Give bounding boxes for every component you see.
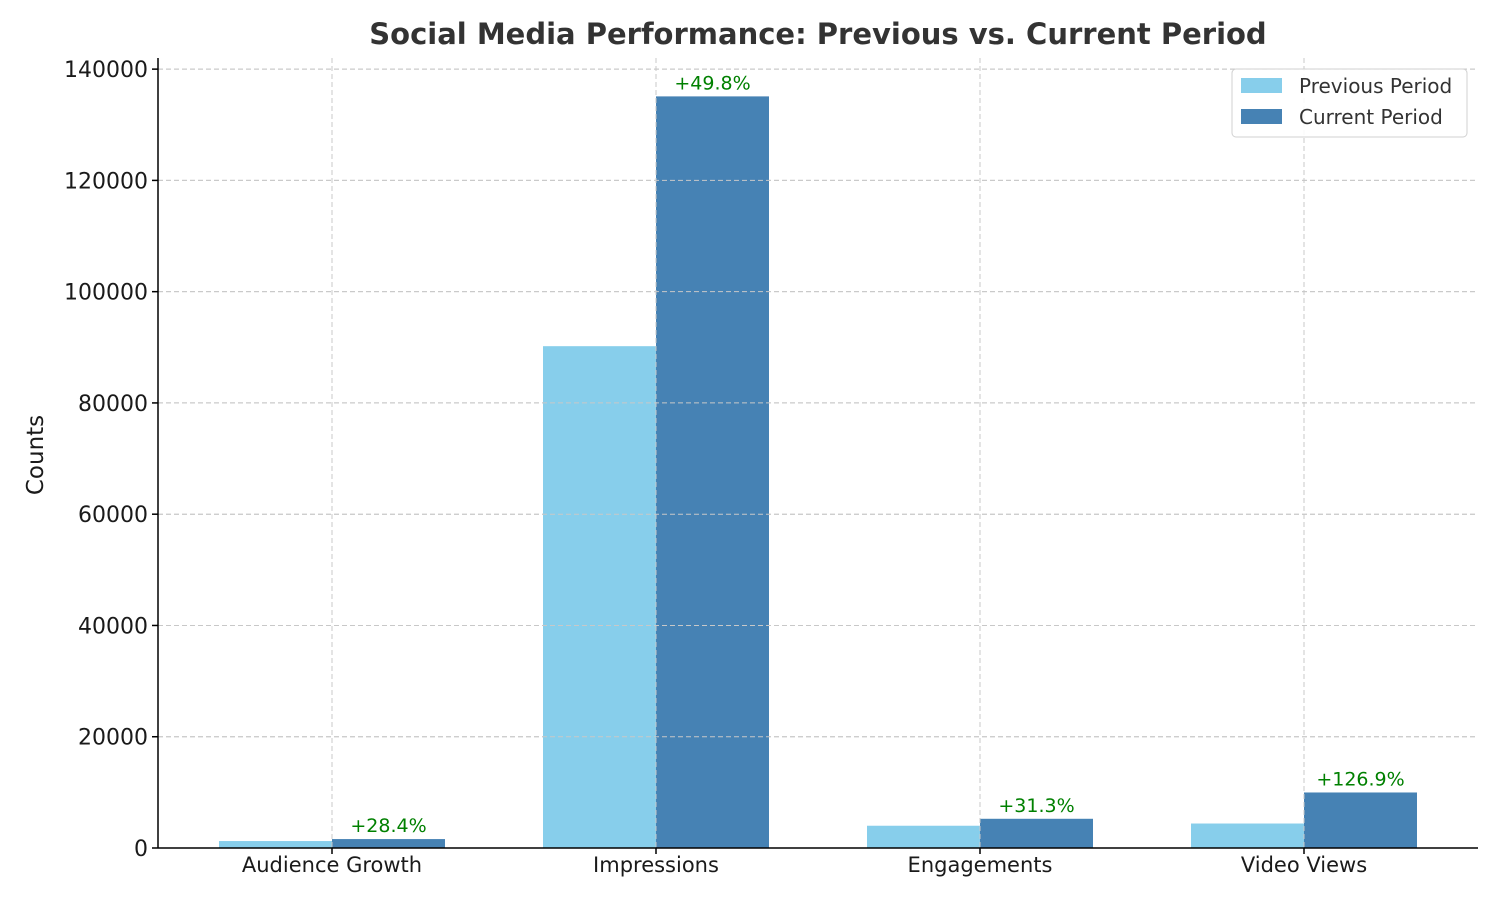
bar-current-engagements: [980, 818, 1093, 848]
y-tick-label: 120000: [64, 169, 148, 194]
legend-label: Previous Period: [1299, 74, 1452, 98]
y-tick-label: 140000: [64, 58, 148, 83]
y-tick-label: 0: [134, 837, 148, 862]
legend-box: [1231, 68, 1468, 138]
legend-swatch: [1241, 109, 1282, 124]
x-tick-label: Audience Growth: [242, 853, 422, 877]
bar-previous-impressions: [543, 346, 656, 848]
bar-previous-video-views: [1191, 823, 1304, 848]
x-tick-label: Video Views: [1241, 853, 1367, 877]
percent-change-labels: +28.4% +49.8% +31.3% +126.9%: [350, 72, 1404, 837]
chart-title: Social Media Performance: Previous vs. C…: [369, 17, 1266, 51]
y-tick-label: 60000: [78, 503, 148, 528]
x-tick-label: Impressions: [593, 853, 719, 877]
percent-change-label: +126.9%: [1316, 768, 1404, 790]
y-tick-label: 80000: [78, 392, 148, 417]
bar-previous-engagements: [867, 825, 980, 848]
bar-current-impressions: [656, 96, 769, 848]
tick-labels: 0 20000 40000 60000 80000 100000 120000 140000 A…: [64, 58, 1367, 877]
legend-label: Current Period: [1299, 105, 1443, 129]
bars: [158, 58, 1478, 848]
bar-current-audience-growth: [332, 839, 445, 848]
y-axis-label: Counts: [23, 415, 49, 495]
percent-change-label: +49.8%: [674, 72, 750, 94]
y-tick-label: 40000: [78, 614, 148, 639]
bar-previous-audience-growth: [219, 841, 332, 848]
percent-change-label: +28.4%: [350, 815, 426, 837]
percent-change-label: +31.3%: [998, 795, 1074, 817]
y-tick-label: 20000: [78, 726, 148, 751]
x-tick-label: Engagements: [908, 853, 1053, 877]
legend-swatch: [1241, 78, 1282, 93]
y-tick-label: 100000: [64, 281, 148, 306]
legend: Previous Period Current Period: [1231, 68, 1468, 138]
bar-current-video-views: [1304, 792, 1417, 848]
axes: [152, 58, 1478, 854]
